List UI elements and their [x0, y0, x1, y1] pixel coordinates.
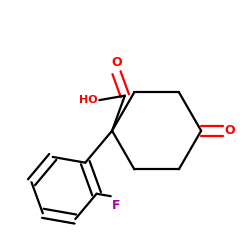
Text: F: F [112, 198, 121, 211]
Text: O: O [112, 56, 122, 69]
Text: HO: HO [79, 95, 98, 105]
Text: O: O [224, 124, 235, 137]
